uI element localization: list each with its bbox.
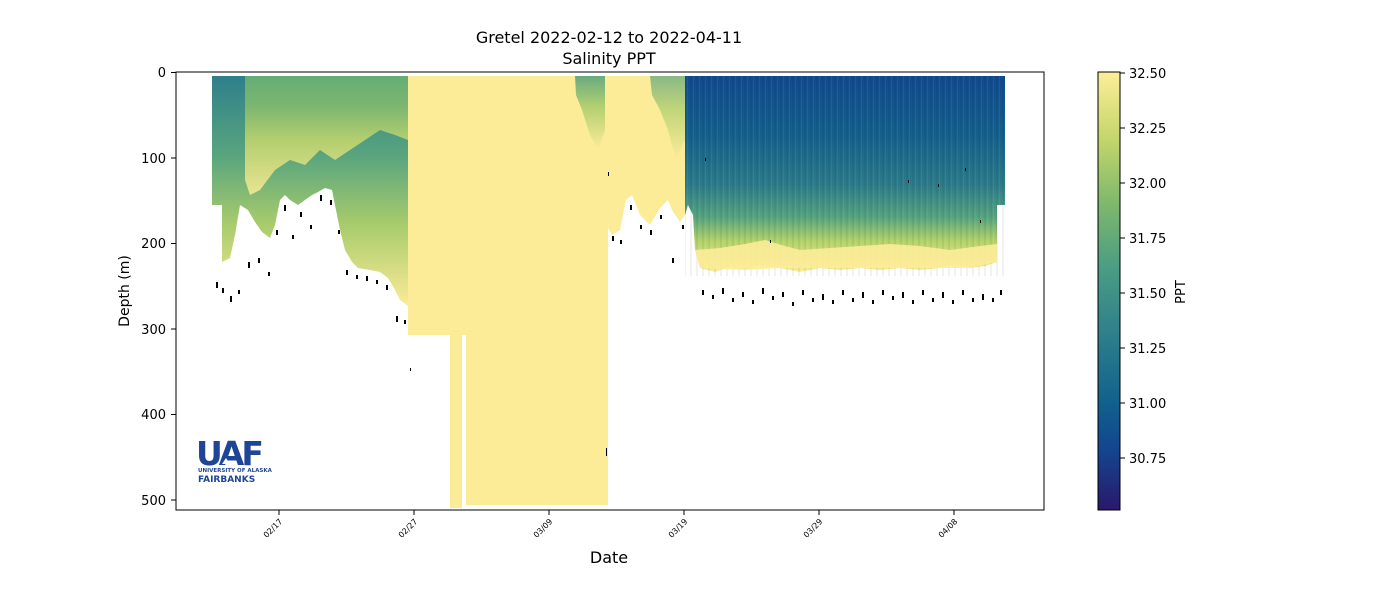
colorbar: 32.50 32.25 32.00 31.75 31.50 31.25 31.0…	[1097, 67, 1189, 511]
y-tick-label: 200	[141, 237, 166, 252]
chart-title: Gretel 2022-02-12 to 2022-04-11	[476, 28, 742, 47]
colorbar-tick-label: 32.25	[1129, 122, 1166, 137]
plot-frame	[175, 71, 1045, 511]
x-tick-label: 04/08	[937, 517, 960, 540]
logo-line1: UNIVERSITY OF ALASKA	[198, 468, 273, 474]
seafloor-speckles	[216, 158, 1002, 456]
colorbar-tick-label: 32.50	[1129, 67, 1166, 82]
y-tick-label: 500	[141, 494, 166, 509]
y-tick-label: 400	[141, 408, 166, 423]
y-tick-label: 0	[158, 66, 166, 81]
logo-line2: FAIRBANKS	[198, 475, 255, 485]
y-axis-label: Depth (m)	[117, 255, 133, 327]
y-tick-label: 300	[141, 323, 166, 338]
logo-mark: UAF	[196, 434, 261, 473]
uaf-logo: UAF UNIVERSITY OF ALASKA FAIRBANKS	[196, 434, 273, 485]
x-tick-label: 02/27	[397, 517, 420, 540]
colorbar-tick-label: 31.25	[1129, 342, 1166, 357]
colorbar-gradient	[1097, 71, 1121, 511]
x-tick-label: 03/19	[667, 517, 690, 540]
x-axis-label: Date	[590, 548, 628, 567]
x-axis: 02/17 02/27 03/09 03/19 03/29 04/08 Date	[262, 510, 960, 567]
colorbar-tick-label: 31.00	[1129, 397, 1166, 412]
colorbar-tick-label: 31.50	[1129, 287, 1166, 302]
y-tick-label: 100	[141, 152, 166, 167]
y-axis: 0 100 200 300 400 500 Depth (m)	[117, 66, 176, 509]
x-tick-label: 02/17	[262, 517, 285, 540]
x-tick-label: 03/29	[802, 517, 825, 540]
chart-subtitle: Salinity PPT	[562, 49, 656, 68]
colorbar-tick-label: 31.75	[1129, 232, 1166, 247]
x-tick-label: 03/09	[532, 517, 555, 540]
colorbar-label: PPT	[1174, 280, 1189, 304]
plot-area	[176, 72, 1044, 510]
colorbar-tick-label: 30.75	[1129, 452, 1166, 467]
salinity-field-deep	[408, 76, 608, 508]
colorbar-tick-label: 32.00	[1129, 177, 1166, 192]
